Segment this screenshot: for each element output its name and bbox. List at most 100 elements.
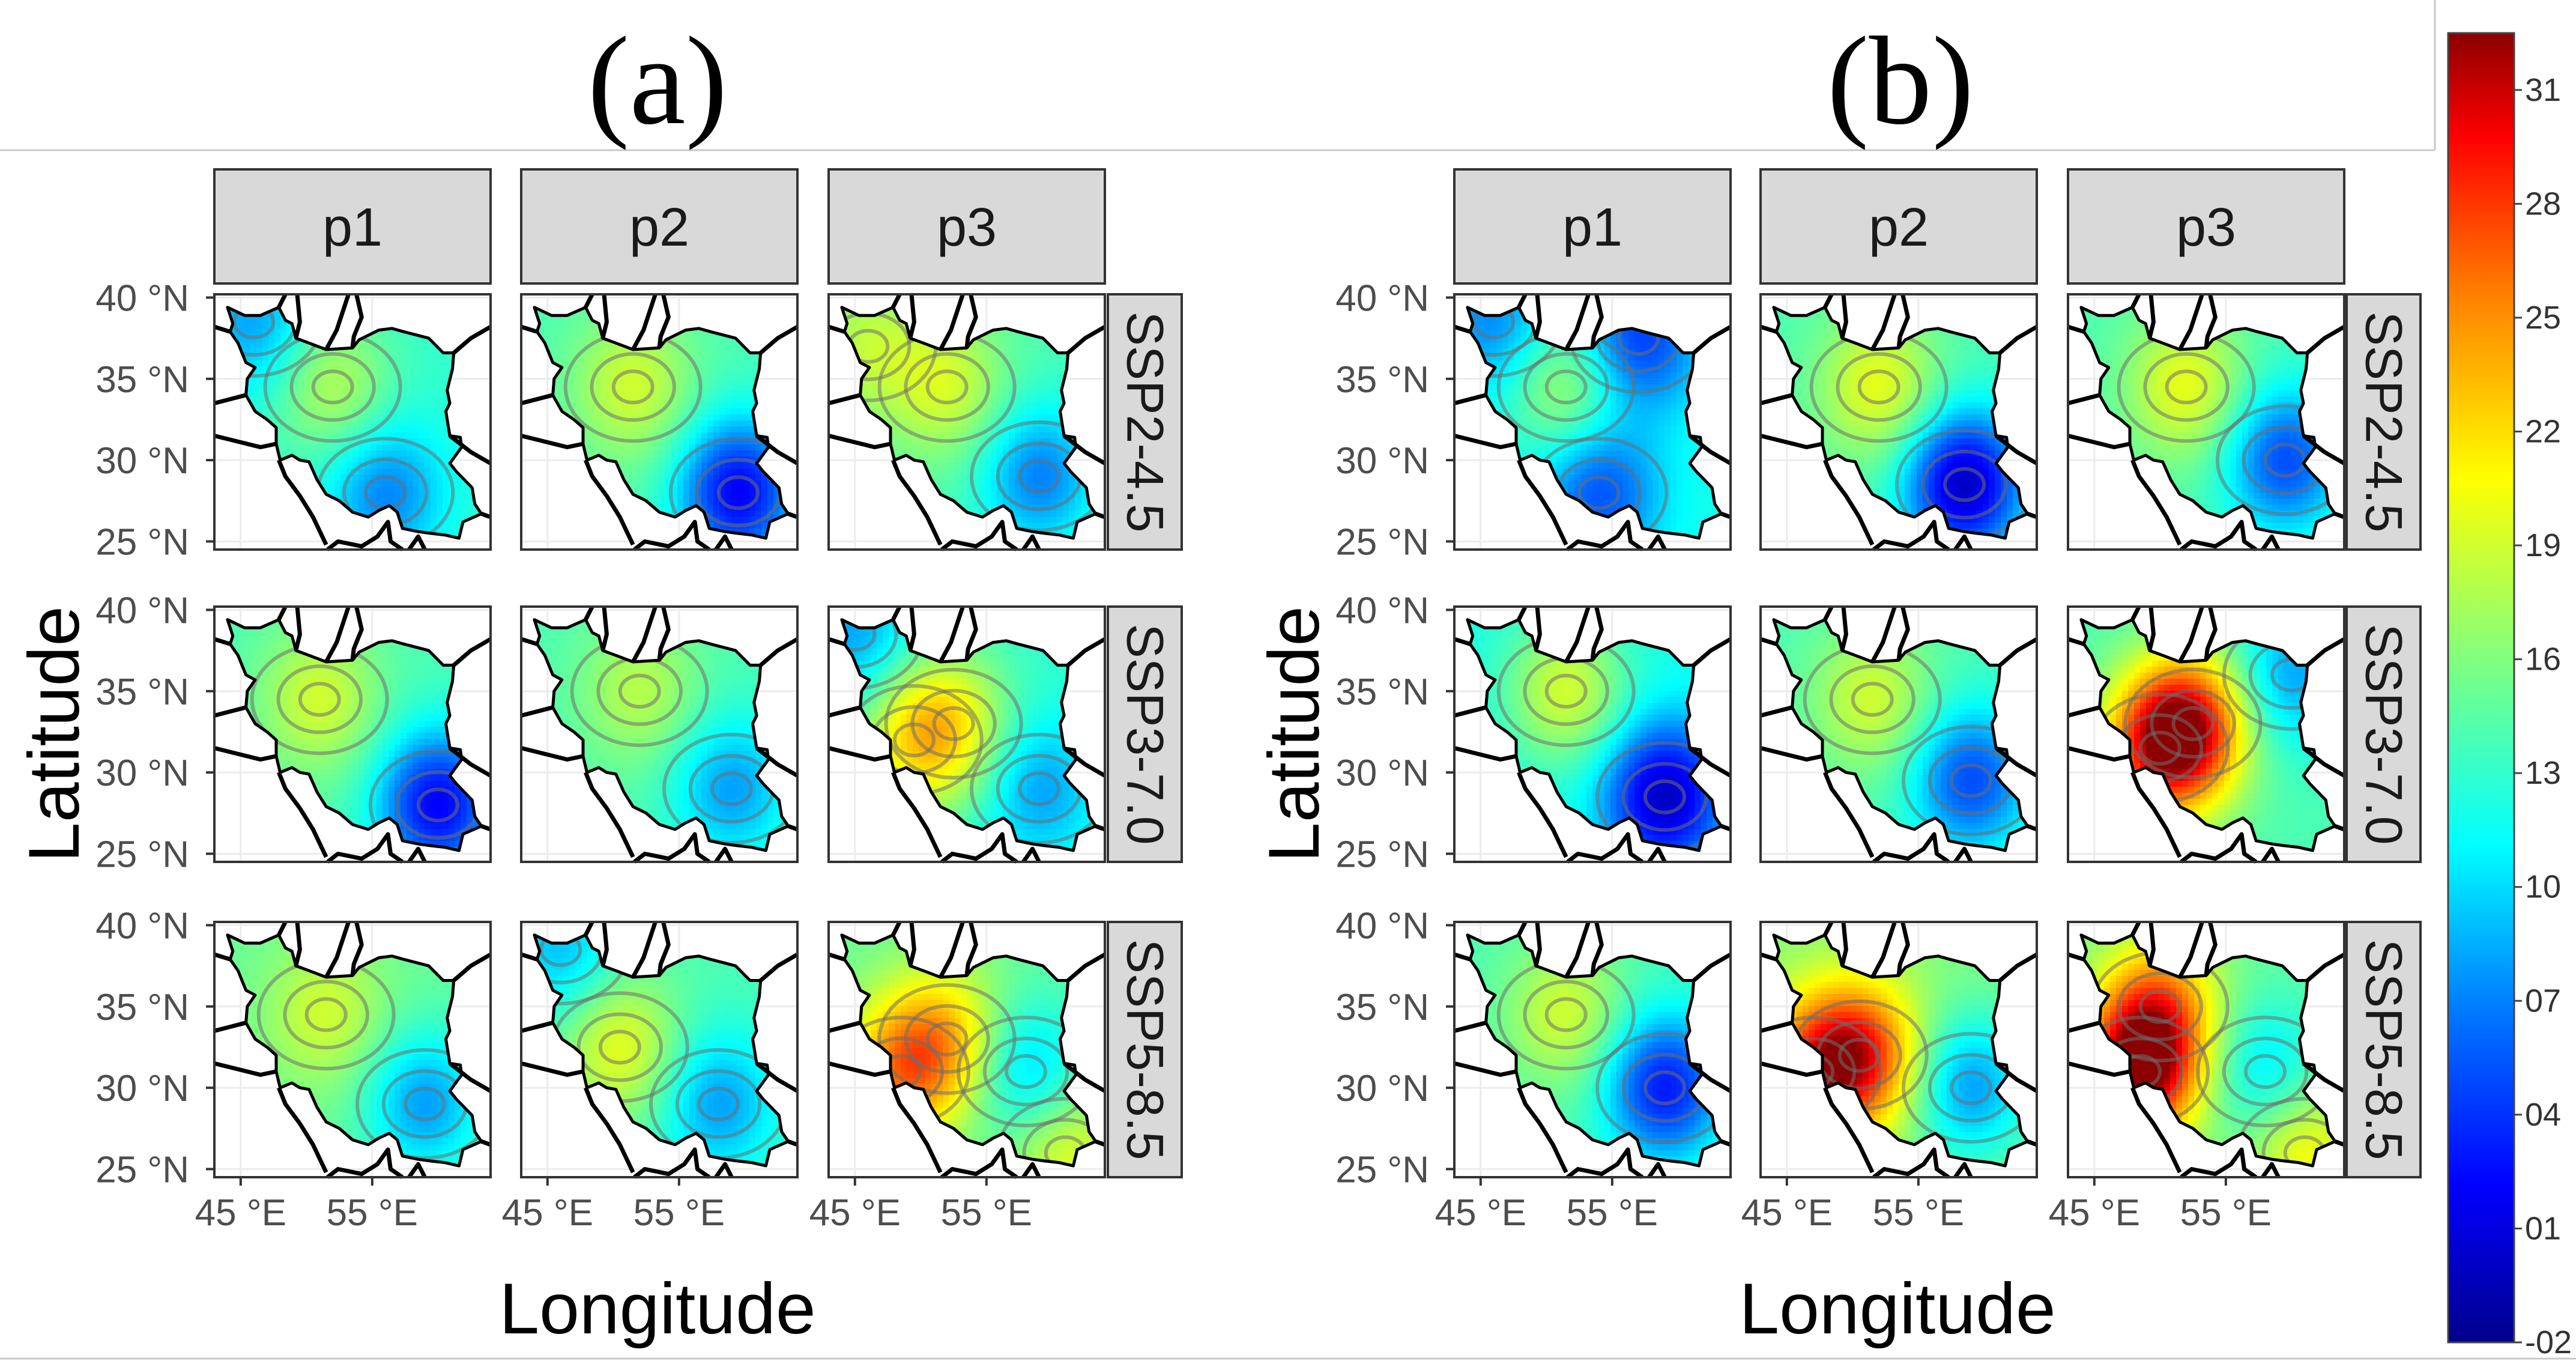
field-pixel bbox=[395, 486, 401, 493]
field-pixel bbox=[443, 499, 449, 505]
field-pixel bbox=[250, 360, 257, 367]
field-pixel bbox=[563, 318, 570, 325]
field-pixel bbox=[713, 444, 720, 451]
field-pixel bbox=[334, 414, 341, 421]
field-pixel bbox=[443, 366, 449, 373]
field-pixel bbox=[629, 354, 636, 361]
field-pixel bbox=[683, 420, 690, 427]
field-pixel bbox=[979, 348, 985, 355]
field-pixel bbox=[731, 342, 738, 349]
field-pixel bbox=[274, 307, 281, 313]
field-pixel bbox=[328, 402, 335, 409]
field-pixel bbox=[913, 396, 919, 403]
field-pixel bbox=[1015, 408, 1021, 415]
field-pixel bbox=[901, 330, 907, 337]
field-pixel bbox=[407, 493, 413, 499]
field-pixel bbox=[1039, 402, 1045, 409]
field-pixel bbox=[755, 505, 762, 511]
field-pixel bbox=[563, 342, 570, 349]
field-pixel bbox=[743, 408, 750, 415]
field-pixel bbox=[376, 384, 383, 391]
border-line bbox=[452, 325, 492, 355]
field-pixel bbox=[262, 366, 269, 373]
column-strip-p1 bbox=[213, 168, 492, 285]
field-pixel bbox=[419, 372, 425, 379]
field-pixel bbox=[575, 372, 582, 379]
field-pixel bbox=[629, 468, 636, 475]
field-pixel bbox=[605, 366, 612, 373]
field-pixel bbox=[877, 324, 883, 331]
field-pixel bbox=[743, 517, 750, 523]
field-pixel bbox=[665, 444, 672, 451]
field-pixel bbox=[773, 493, 780, 499]
field-pixel bbox=[1045, 384, 1051, 391]
field-pixel bbox=[328, 444, 335, 451]
field-pixel bbox=[689, 354, 696, 361]
field-pixel bbox=[731, 402, 738, 409]
field-pixel bbox=[683, 360, 690, 367]
field-pixel bbox=[1009, 330, 1015, 337]
field-pixel bbox=[599, 396, 606, 403]
field-pixel bbox=[569, 324, 576, 331]
field-pixel bbox=[895, 336, 901, 343]
field-pixel bbox=[575, 318, 582, 325]
field-pixel bbox=[455, 486, 461, 493]
field-pixel bbox=[979, 390, 985, 397]
field-pixel bbox=[901, 378, 907, 385]
field-pixel bbox=[298, 408, 305, 415]
field-pixel bbox=[677, 432, 684, 439]
field-pixel bbox=[617, 348, 624, 355]
field-pixel bbox=[280, 450, 287, 457]
field-pixel bbox=[737, 360, 744, 367]
field-pixel bbox=[413, 366, 419, 373]
field-pixel bbox=[659, 468, 666, 475]
field-pixel bbox=[443, 523, 449, 529]
field-pixel bbox=[545, 318, 552, 325]
field-pixel bbox=[587, 336, 594, 343]
field-pixel bbox=[1027, 372, 1033, 379]
field-pixel bbox=[725, 414, 732, 421]
field-pixel bbox=[991, 342, 997, 349]
field-pixel bbox=[413, 408, 419, 415]
field-pixel bbox=[346, 480, 353, 487]
field-pixel bbox=[340, 366, 347, 373]
field-pixel bbox=[955, 408, 961, 415]
field-pixel bbox=[647, 474, 654, 481]
field-pixel bbox=[877, 360, 883, 367]
field-pixel bbox=[425, 360, 431, 367]
field-pixel bbox=[298, 384, 305, 391]
field-pixel bbox=[943, 366, 949, 373]
field-pixel bbox=[683, 330, 690, 337]
field-pixel bbox=[328, 480, 335, 487]
field-pixel bbox=[689, 390, 696, 397]
field-pixel bbox=[647, 456, 654, 463]
border-line bbox=[714, 534, 734, 551]
field-pixel bbox=[725, 372, 732, 379]
field-pixel bbox=[1051, 378, 1057, 385]
field-pixel bbox=[997, 396, 1003, 403]
field-pixel bbox=[431, 432, 437, 439]
field-pixel bbox=[563, 366, 570, 373]
field-pixel bbox=[1015, 378, 1021, 385]
field-pixel bbox=[937, 384, 943, 391]
field-pixel bbox=[731, 378, 738, 385]
field-pixel bbox=[346, 366, 353, 373]
field-pixel bbox=[707, 342, 714, 349]
field-pixel bbox=[569, 384, 576, 391]
field-pixel bbox=[1027, 348, 1033, 355]
field-pixel bbox=[737, 511, 744, 517]
field-pixel bbox=[563, 354, 570, 361]
field-pixel bbox=[659, 493, 666, 499]
field-pixel bbox=[707, 378, 714, 385]
field-pixel bbox=[707, 474, 714, 481]
field-pixel bbox=[641, 468, 648, 475]
field-pixel bbox=[316, 426, 323, 433]
field-pixel bbox=[443, 450, 449, 457]
field-pixel bbox=[437, 444, 443, 451]
field-pixel bbox=[1015, 342, 1021, 349]
field-pixel bbox=[238, 336, 245, 343]
field-pixel bbox=[569, 402, 576, 409]
field-pixel bbox=[370, 396, 377, 403]
field-pixel bbox=[889, 330, 895, 337]
field-pixel bbox=[713, 348, 720, 355]
